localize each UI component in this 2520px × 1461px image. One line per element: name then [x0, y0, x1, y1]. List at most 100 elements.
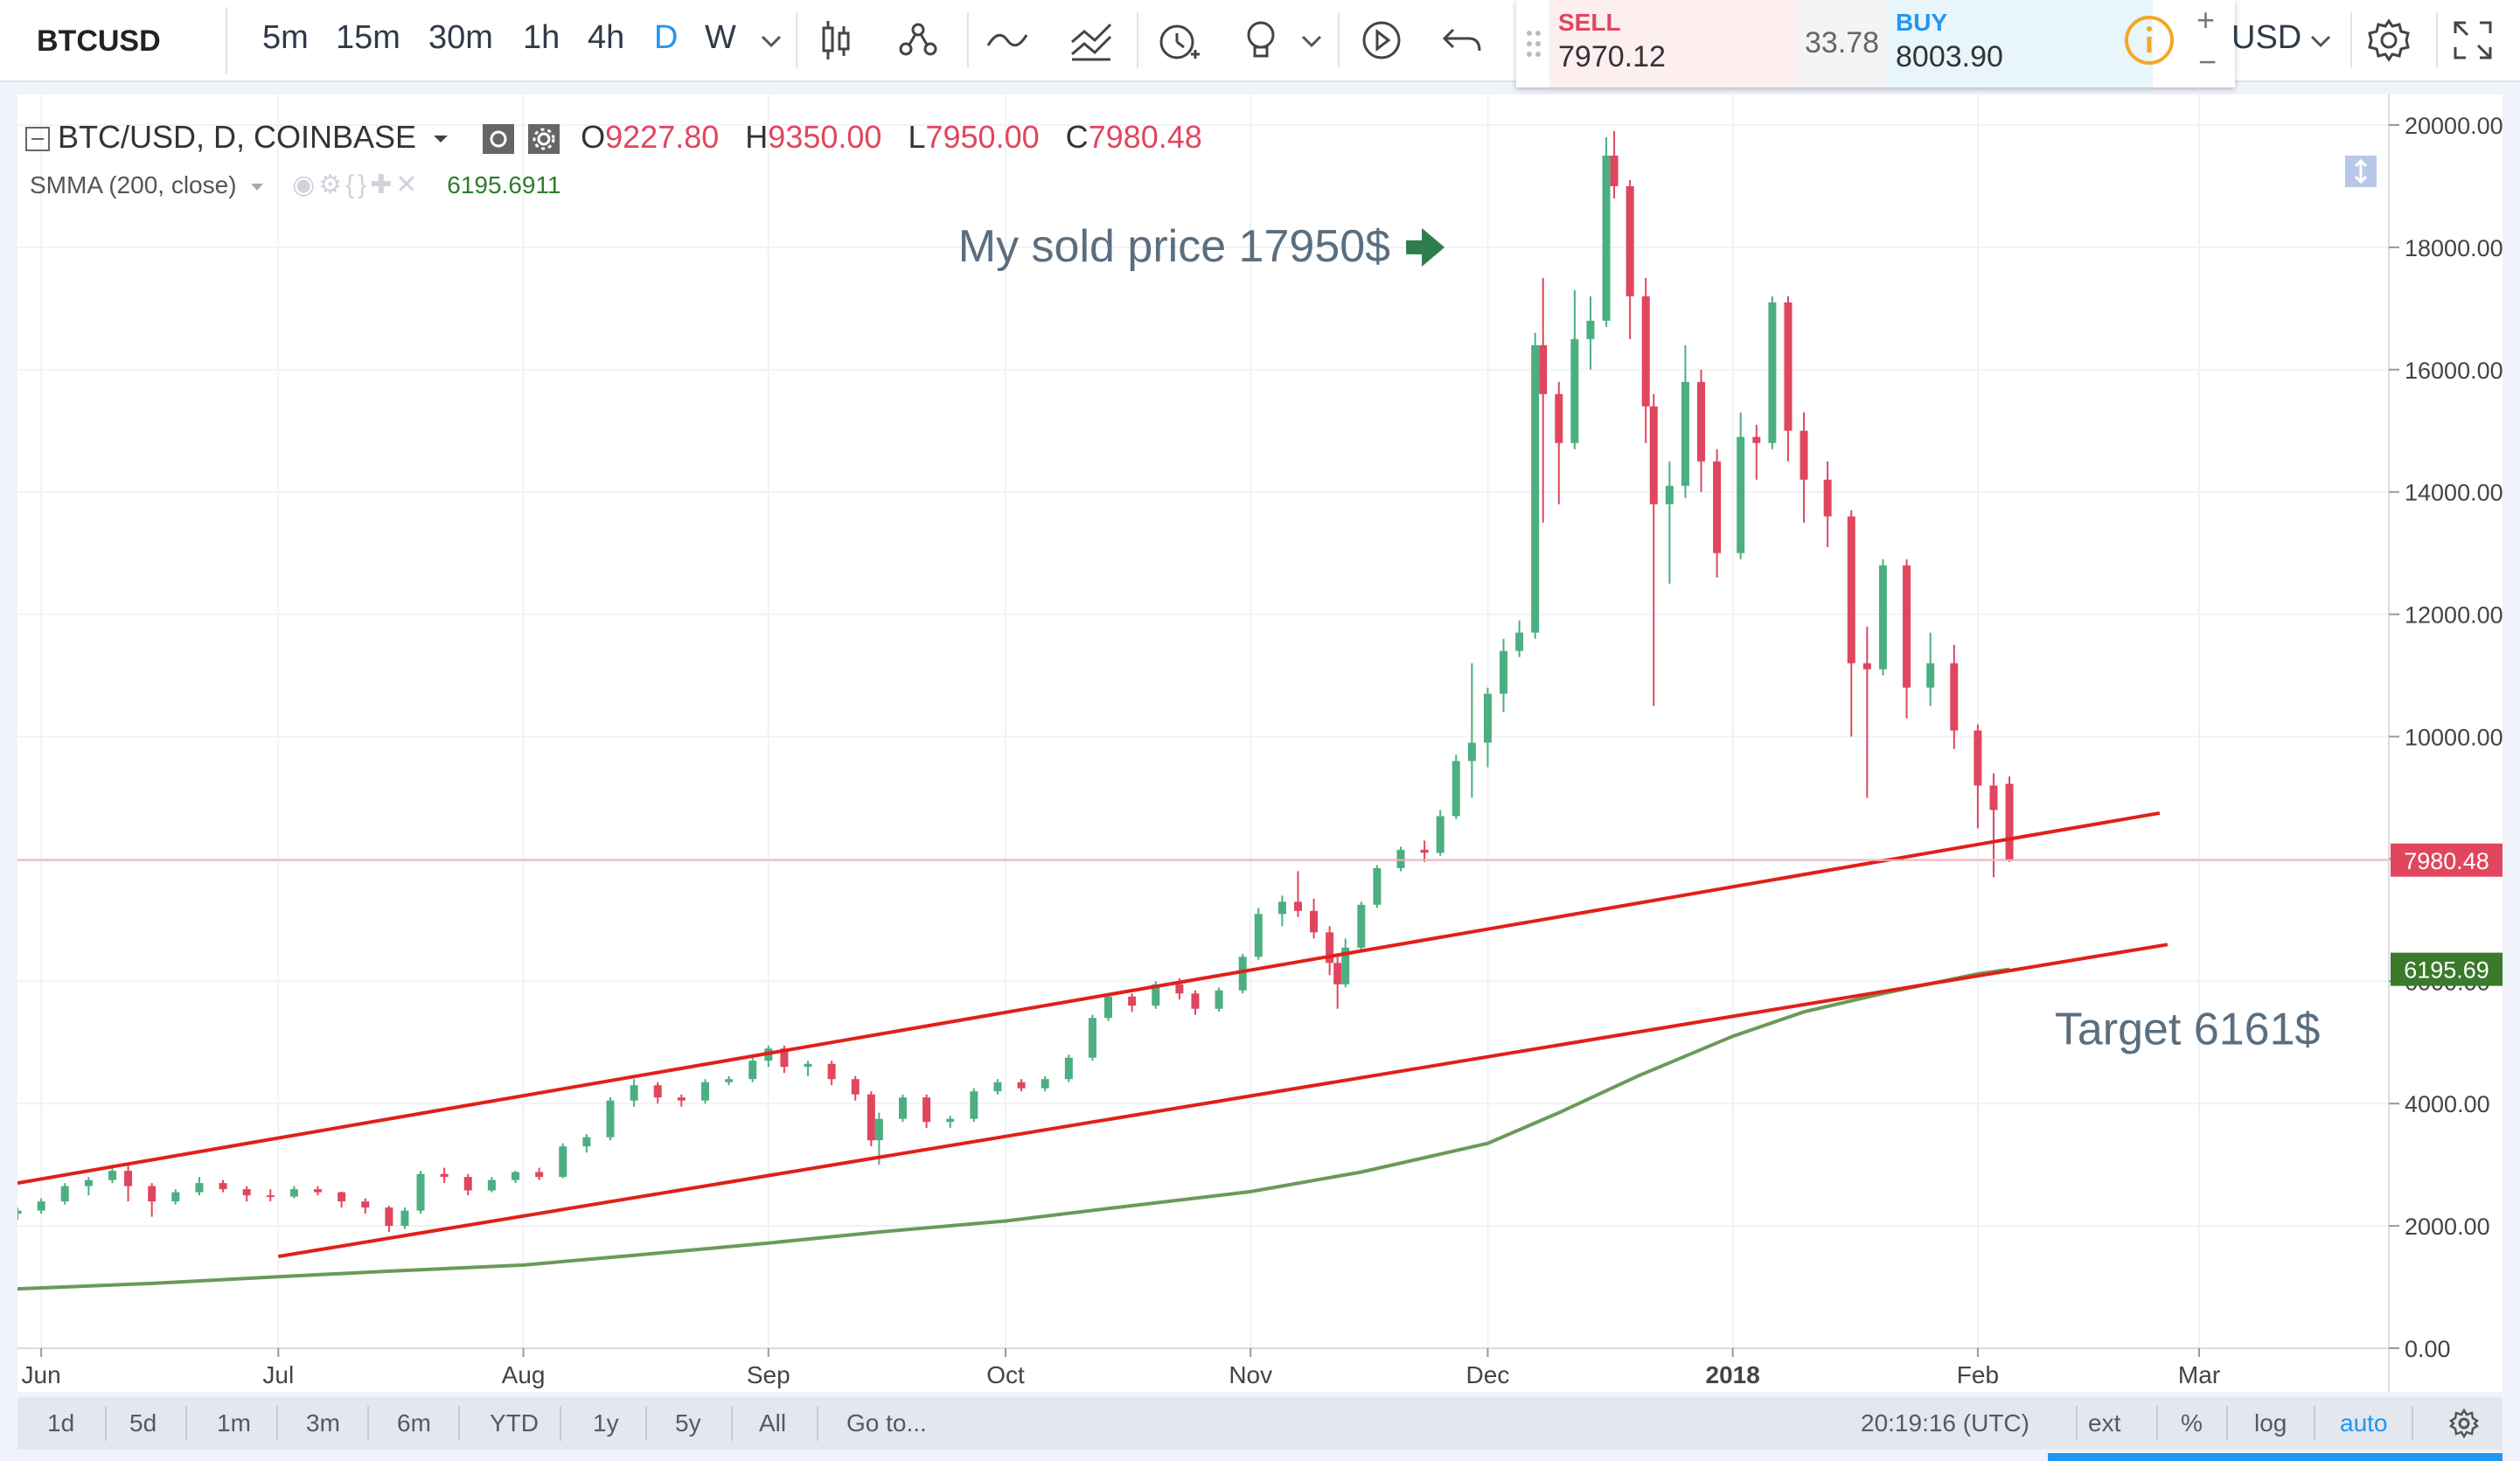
quantity-plus-button[interactable]: +	[2196, 2, 2216, 38]
collapse-icon[interactable]	[24, 126, 51, 152]
candle-body	[314, 1189, 323, 1193]
open-label: O	[581, 119, 606, 155]
alert-icon[interactable]	[1154, 16, 1203, 65]
range-5y[interactable]: 5y	[675, 1409, 701, 1437]
eye-icon[interactable]	[483, 124, 515, 155]
price-chart[interactable]: My sold price 17950$ Target 6161$ 0.00 200…	[13, 94, 2503, 1392]
ext-toggle[interactable]: ext	[2088, 1409, 2121, 1437]
candle-body	[440, 1173, 449, 1178]
range-3m[interactable]: 3m	[306, 1409, 340, 1437]
x-tick-label: Feb	[1957, 1361, 1999, 1388]
info-icon[interactable]	[2121, 12, 2177, 68]
buy-button[interactable]: BUY 8003.90	[1885, 0, 2153, 87]
candle-body	[171, 1192, 180, 1202]
candle-body	[416, 1173, 425, 1211]
goto-button[interactable]: Go to...	[846, 1409, 927, 1437]
candle	[1396, 846, 1405, 872]
candle	[1878, 559, 1887, 676]
indicators-icon[interactable]	[983, 16, 1032, 65]
range-ytd[interactable]: YTD	[490, 1409, 539, 1437]
templates-icon[interactable]	[1067, 16, 1116, 65]
indicator-dropdown-icon[interactable]	[248, 178, 266, 196]
axis-price-labels: 7980.48 6195.69	[2391, 843, 2503, 986]
range-5d[interactable]: 5d	[129, 1409, 157, 1437]
chart-pane[interactable]: My sold price 17950$ Target 6161$ 0.00 200…	[13, 94, 2503, 1392]
y-tick-label: 20000.00	[2405, 113, 2503, 139]
chart-grid	[17, 94, 2389, 1349]
top-toolbar: BTCUSD 5m 15m 30m 1h 4h D W SELL 7970.12…	[0, 0, 2520, 87]
settings-icon[interactable]	[2364, 16, 2413, 65]
candle	[1926, 632, 1935, 706]
gear-icon[interactable]	[528, 124, 560, 155]
sell-button[interactable]: SELL 7970.12	[1549, 0, 1796, 87]
utc-clock[interactable]: 20:19:16 (UTC)	[1861, 1409, 2029, 1437]
replay-icon[interactable]	[1357, 16, 1406, 65]
bottom-settings-icon[interactable]	[2448, 1408, 2480, 1439]
idea-icon[interactable]	[1236, 16, 1285, 65]
candle-body	[970, 1091, 978, 1119]
quantity-minus-button[interactable]: −	[2198, 44, 2217, 80]
indicator-actions-icon[interactable]: ◉⚙{}✚✕	[292, 170, 421, 199]
interval-4h[interactable]: 4h	[588, 19, 625, 56]
candle-body	[1823, 479, 1832, 517]
candle	[1341, 938, 1350, 988]
candle-body	[1570, 338, 1579, 443]
candle-body	[1175, 984, 1184, 994]
currency-dropdown-icon[interactable]	[2305, 16, 2336, 65]
x-tick-label: 2018	[1706, 1361, 1760, 1388]
candle-body	[1104, 996, 1113, 1019]
candle	[266, 1189, 275, 1202]
currency-select[interactable]: USD	[2231, 19, 2302, 56]
candle	[1950, 644, 1959, 749]
percent-toggle[interactable]: %	[2181, 1409, 2203, 1437]
range-1y[interactable]: 1y	[593, 1409, 619, 1437]
candle-body	[1152, 984, 1160, 1006]
y-tick-label: 14000.00	[2405, 480, 2503, 506]
candle	[922, 1094, 931, 1129]
candle	[1555, 381, 1563, 504]
compare-icon[interactable]	[894, 16, 943, 65]
drag-handle-icon[interactable]	[1523, 26, 1544, 61]
candle	[946, 1116, 955, 1129]
interval-dropdown-icon[interactable]	[755, 16, 787, 65]
candle-body	[1215, 990, 1223, 1009]
interval-d[interactable]: D	[654, 19, 679, 56]
auto-toggle[interactable]: auto	[2340, 1409, 2388, 1437]
candle	[487, 1177, 496, 1193]
symbol-search[interactable]: BTCUSD	[16, 7, 227, 73]
candle	[1570, 289, 1579, 449]
candle	[84, 1177, 93, 1196]
undo-icon[interactable]	[1438, 16, 1486, 65]
candle-body	[1341, 947, 1350, 984]
interval-30m[interactable]: 30m	[428, 19, 493, 56]
candle	[219, 1179, 227, 1193]
idea-dropdown-icon[interactable]	[1296, 16, 1327, 65]
range-1m[interactable]: 1m	[217, 1409, 251, 1437]
interval-15m[interactable]: 15m	[336, 19, 400, 56]
candle-body	[1333, 963, 1342, 984]
interval-1h[interactable]: 1h	[523, 19, 560, 56]
candle-body	[1420, 849, 1429, 853]
range-1d[interactable]: 1d	[47, 1409, 75, 1437]
scale-toggle-icon[interactable]	[2345, 156, 2377, 187]
candle-body	[1531, 344, 1540, 633]
candle-body	[1539, 344, 1548, 394]
range-6m[interactable]: 6m	[397, 1409, 431, 1437]
candle-body	[1373, 867, 1382, 905]
candle-body	[874, 1118, 883, 1141]
candle	[630, 1079, 638, 1107]
sell-value: 7970.12	[1558, 40, 1666, 73]
y-tick-label: 2000.00	[2405, 1214, 2490, 1240]
log-toggle[interactable]: log	[2254, 1409, 2287, 1437]
range-all[interactable]: All	[759, 1409, 787, 1437]
candle	[748, 1057, 757, 1082]
interval-5m[interactable]: 5m	[262, 19, 309, 56]
candle	[1625, 179, 1634, 339]
fullscreen-icon[interactable]	[2448, 16, 2497, 65]
legend-dropdown-icon[interactable]	[430, 129, 451, 150]
candles-icon[interactable]	[811, 16, 860, 65]
interval-w[interactable]: W	[705, 19, 736, 56]
candle-body	[1088, 1018, 1096, 1058]
horizontal-scrollbar[interactable]	[2048, 1453, 2503, 1461]
y-tick-label: 0.00	[2405, 1336, 2451, 1362]
